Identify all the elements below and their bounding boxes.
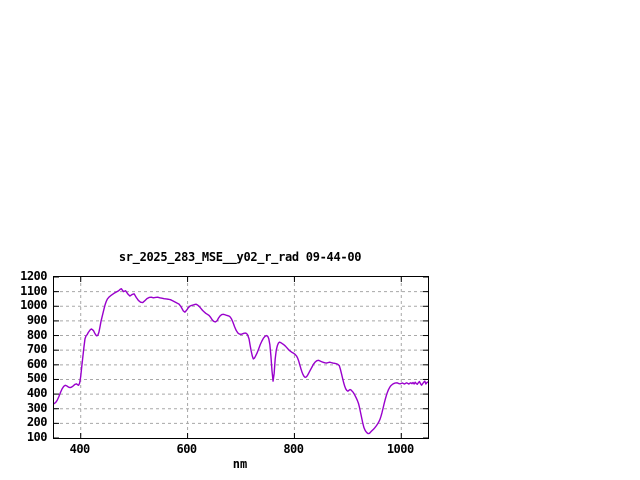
y-tick-label: 400 (26, 386, 48, 401)
x-axis-title: nm (232, 457, 248, 471)
plot-area (53, 276, 429, 439)
y-tick-label: 900 (26, 312, 48, 327)
y-tick-label: 800 (26, 327, 48, 342)
y-tick-label: 200 (26, 415, 48, 430)
chart-title: sr_2025_283_MSE__y02_r_rad 09-44-00 (118, 250, 362, 264)
y-tick-label: 1000 (20, 298, 47, 313)
plot-canvas (54, 277, 428, 438)
y-tick-label: 1200 (20, 269, 47, 283)
y-tick-label: 1100 (20, 283, 47, 298)
y-tick-label: 300 (26, 400, 48, 415)
spectrum-line (54, 288, 428, 435)
x-tick-label: 400 (69, 442, 91, 456)
y-tick-label: 600 (26, 356, 48, 371)
x-tick-label: 1000 (386, 442, 414, 456)
x-tick-label: 800 (283, 442, 304, 456)
y-tick-label: 700 (26, 342, 48, 357)
x-tick-label: 600 (176, 442, 197, 456)
y-tick-label: 500 (26, 371, 48, 386)
y-tick-label: 100 (26, 430, 48, 444)
